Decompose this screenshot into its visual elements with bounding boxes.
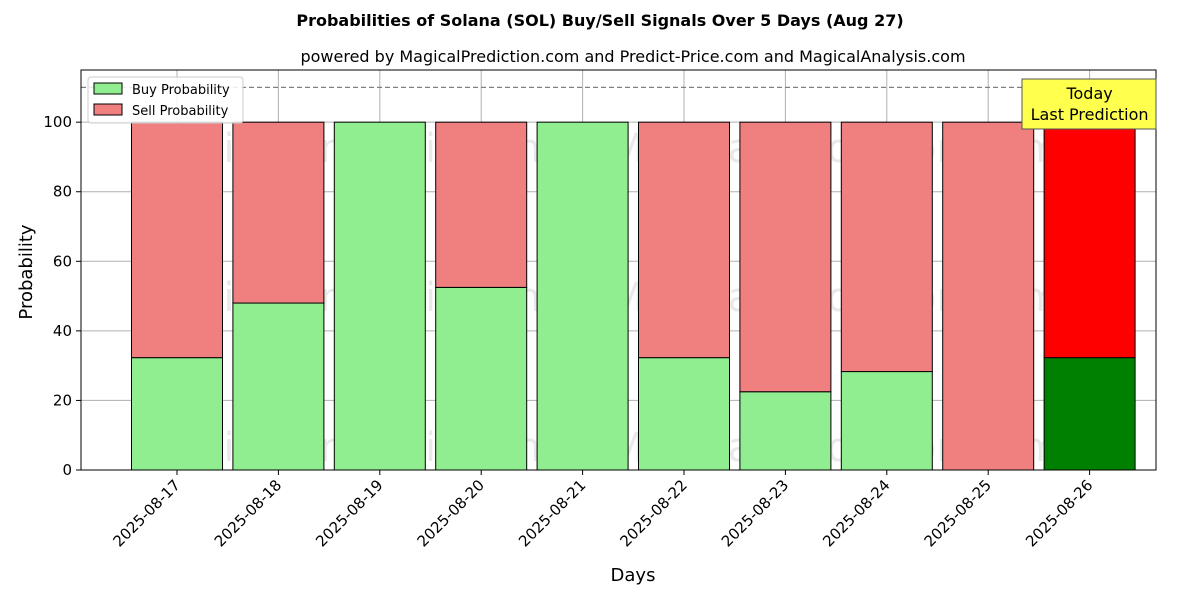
sell-bar xyxy=(840,121,933,373)
x-tick-label: 2025-08-25 xyxy=(921,476,995,550)
y-axis-label: Probability xyxy=(16,224,37,319)
buy-bar xyxy=(739,391,832,471)
legend-label: Sell Probability xyxy=(132,104,229,119)
x-tick-label: 2025-08-23 xyxy=(718,476,792,550)
sell-bar xyxy=(232,121,325,304)
buy-bar xyxy=(333,121,426,471)
x-tick-label: 2025-08-26 xyxy=(1022,476,1096,550)
y-tick-label: 100 xyxy=(43,113,72,131)
y-tick-label: 20 xyxy=(53,391,72,409)
annotation-text: Today xyxy=(1065,84,1112,103)
y-tick-label: 40 xyxy=(53,322,72,340)
buy-bar xyxy=(232,302,325,471)
legend-swatch xyxy=(93,103,123,116)
x-tick-label: 2025-08-20 xyxy=(414,476,488,550)
x-tick-label: 2025-08-24 xyxy=(819,476,893,550)
x-tick-label: 2025-08-18 xyxy=(211,476,285,550)
plot-area: MagicalAnalysis.comMagicalPrediction.com… xyxy=(43,69,1157,550)
legend-swatch xyxy=(93,82,123,95)
buy-bar xyxy=(435,286,528,471)
legend-label: Buy Probability xyxy=(132,83,230,98)
chart-subtitle: powered by MagicalPrediction.com and Pre… xyxy=(300,47,965,66)
buy-bar xyxy=(1043,357,1136,471)
buy-bar xyxy=(536,121,629,471)
x-tick-label: 2025-08-19 xyxy=(312,476,386,550)
sell-bar xyxy=(638,121,730,359)
sell-bar xyxy=(1043,121,1136,359)
sell-bar xyxy=(739,121,832,393)
sell-bar xyxy=(435,121,528,288)
chart-title: Probabilities of Solana (SOL) Buy/Sell S… xyxy=(296,11,903,30)
plot-frame xyxy=(80,69,1157,471)
y-tick-label: 80 xyxy=(53,183,72,201)
sell-bar xyxy=(942,121,1035,471)
y-tick-label: 0 xyxy=(62,461,72,479)
buy-bar xyxy=(131,357,223,471)
sell-bar xyxy=(131,121,223,359)
x-tick-label: 2025-08-21 xyxy=(515,476,589,550)
x-tick-label: 2025-08-17 xyxy=(109,476,183,550)
buy-bar xyxy=(638,357,730,471)
y-tick-label: 60 xyxy=(53,252,72,270)
legend-box xyxy=(87,76,244,124)
x-axis-label: Days xyxy=(611,565,656,586)
annotation-text: Last Prediction xyxy=(1031,105,1149,124)
annotation-box xyxy=(1021,78,1157,130)
buy-bar xyxy=(840,371,933,471)
x-tick-label: 2025-08-22 xyxy=(616,476,690,550)
